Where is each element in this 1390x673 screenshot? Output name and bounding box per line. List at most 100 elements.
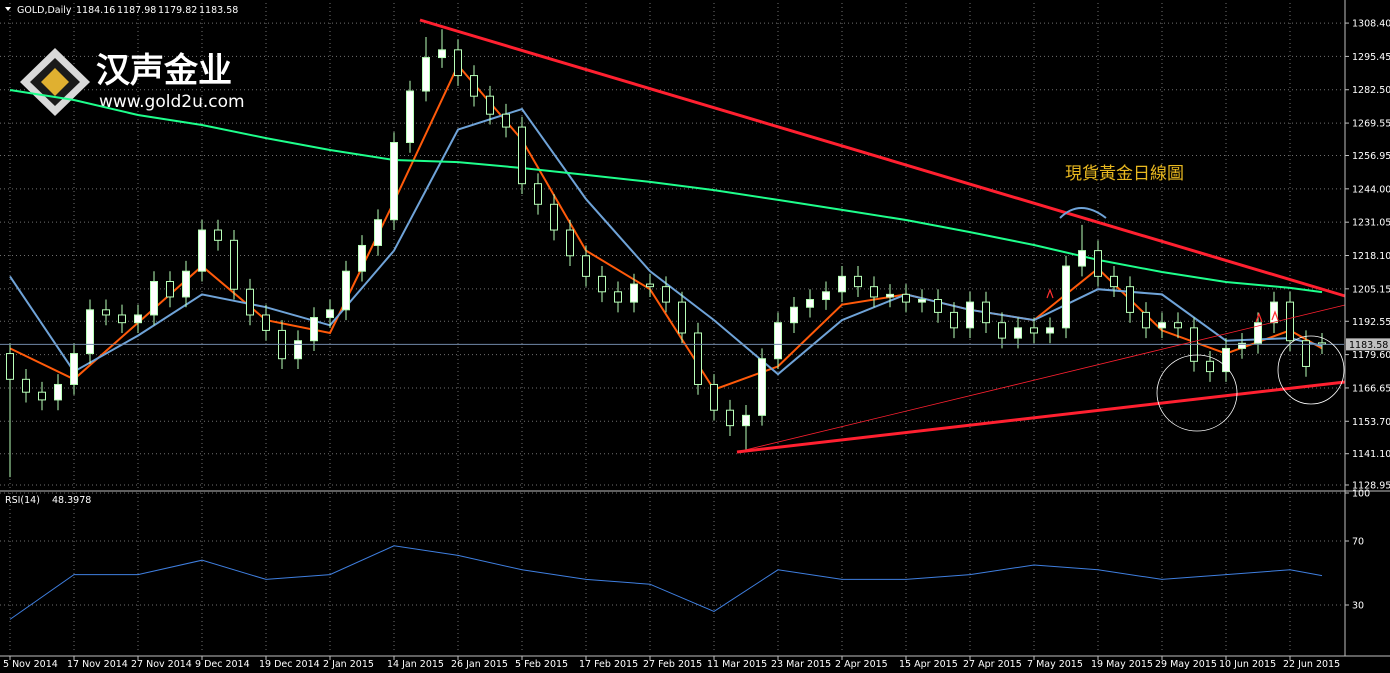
candle-body: [342, 270, 350, 311]
y-tick-label: 1192.55: [1352, 317, 1390, 328]
candle-body: [454, 49, 462, 77]
candle-body: [422, 57, 430, 92]
y-tick-label: 1231.05: [1352, 218, 1390, 229]
y-tick-label: 1153.70: [1352, 417, 1390, 428]
candle-body: [678, 301, 686, 334]
candle-body: [246, 288, 254, 316]
candle-body: [166, 281, 174, 298]
candle-body: [726, 409, 734, 427]
candle-body: [742, 414, 750, 427]
candle-body: [1126, 286, 1134, 313]
price-label: 1183.58: [1349, 340, 1388, 351]
marks: [0, 29, 1344, 620]
x-tick-label: 17 Feb 2015: [579, 659, 638, 670]
candle-body: [582, 255, 590, 277]
candle-body: [982, 301, 990, 324]
candle-body: [54, 383, 62, 401]
candle-body: [86, 309, 94, 355]
logo-name: 汉声金业: [96, 51, 232, 91]
candle-body: [1094, 250, 1102, 277]
header-close: 1183.58: [199, 5, 238, 16]
candle-body: [118, 314, 126, 324]
candle-body: [198, 229, 206, 272]
candle-body: [1078, 250, 1086, 267]
candle-body: [534, 183, 542, 205]
candle-body: [438, 49, 446, 59]
rsi-value: 48.3978: [52, 495, 91, 506]
x-tick-label: 19 May 2015: [1091, 659, 1153, 670]
y-tick-label: 100: [1352, 489, 1370, 500]
x-tick-label: 22 Jun 2015: [1283, 659, 1340, 670]
header-high: 1187.98: [117, 5, 156, 16]
x-tick-label: 26 Jan 2015: [451, 659, 508, 670]
candle-body: [806, 299, 814, 308]
x-tick-label: 19 Dec 2014: [259, 659, 320, 670]
candle-body: [70, 353, 78, 385]
candle-body: [998, 322, 1006, 339]
candle-body: [918, 299, 926, 303]
y-tick-label: 70: [1352, 537, 1364, 548]
candle-body: [838, 275, 846, 293]
candle-body: [230, 239, 238, 290]
x-tick-label: 2 Jan 2015: [323, 659, 374, 670]
rsi-line: [9, 545, 1323, 620]
candle-body: [566, 229, 574, 257]
candle-body: [326, 309, 334, 319]
candle-body: [1142, 311, 1150, 329]
y-tick-label: 1308.40: [1352, 19, 1390, 30]
trendline: [736, 380, 1346, 454]
candle-body: [550, 203, 558, 231]
candle-body: [102, 309, 110, 316]
candle-body: [134, 314, 142, 324]
y-tick-label: 1295.45: [1352, 52, 1390, 63]
logo-url: www.gold2u.com: [99, 92, 245, 112]
y-tick-label: 1218.10: [1352, 251, 1390, 262]
candle-body: [710, 383, 718, 411]
x-tick-label: 27 Apr 2015: [963, 659, 1022, 670]
candle-body: [902, 293, 910, 303]
chart-title: GOLD,Daily: [17, 5, 72, 16]
x-tick-label: 29 May 2015: [1155, 659, 1217, 670]
header-open: 1184.16: [76, 5, 115, 16]
candle-body: [870, 286, 878, 298]
candle-body: [758, 358, 766, 416]
trendline: [419, 18, 1346, 298]
candle-body: [470, 75, 478, 97]
x-tick-label: 23 Mar 2015: [771, 659, 831, 670]
candle-body: [1158, 322, 1166, 329]
candle-body: [6, 353, 14, 380]
arrow-marker: [1046, 288, 1279, 323]
candle-body: [1286, 301, 1294, 342]
y-tick-label: 1256.95: [1352, 151, 1390, 162]
trendline: [736, 304, 1346, 453]
candle-body: [598, 275, 606, 293]
candle-body: [774, 322, 782, 360]
y-tick-label: 1128.95: [1352, 480, 1390, 491]
candle-body: [966, 301, 974, 329]
candle-body: [502, 113, 510, 128]
logo-diamond-core: [41, 68, 69, 96]
moving-average: [9, 89, 1323, 294]
candle-body: [1270, 301, 1278, 324]
candle-body: [374, 219, 382, 246]
y-tick-label: 1179.60: [1352, 350, 1390, 361]
candle-body: [630, 283, 638, 303]
candle-body: [1302, 340, 1310, 367]
candle-body: [1046, 327, 1054, 334]
candle-body: [1174, 322, 1182, 329]
price-label-box: [1346, 338, 1390, 351]
rsi-title: RSI(14): [5, 495, 40, 506]
y-tick-label: 1269.55: [1352, 119, 1390, 130]
candle-body: [406, 90, 414, 144]
candle-body: [1014, 327, 1022, 339]
y-tick-label: 1166.65: [1352, 383, 1390, 394]
candle-body: [1030, 327, 1038, 334]
candle-body: [790, 306, 798, 324]
candle-body: [150, 281, 158, 316]
candle-body: [38, 391, 46, 401]
x-tick-label: 17 Nov 2014: [67, 659, 128, 670]
y-tick-label: 1244.00: [1352, 184, 1390, 195]
x-tick-label: 9 Dec 2014: [195, 659, 250, 670]
